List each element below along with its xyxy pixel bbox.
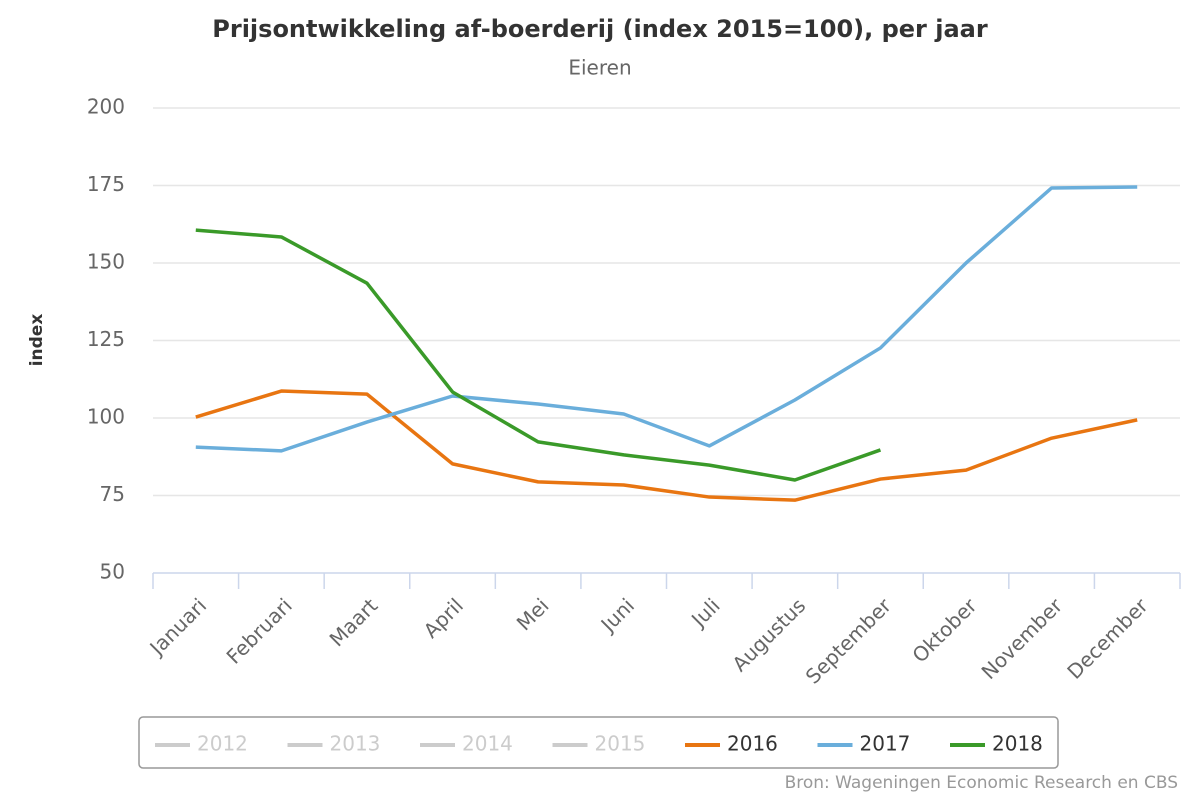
legend-box [138,716,1059,769]
x-tick-label: Augustus [728,593,811,676]
y-tick-label: 50 [100,560,125,584]
series-line [195,389,1138,502]
x-tick-label: Oktober [907,593,982,668]
y-tick-label: 150 [87,250,125,274]
chart-subtitle: Eieren [568,56,631,80]
series-line [195,228,882,482]
x-tick-label: Juni [595,593,639,637]
y-tick-label: 200 [87,95,125,119]
y-tick-label: 100 [87,405,125,429]
source: Bron: Wageningen Economic Research en CB… [785,773,1178,793]
series-line [195,185,1138,453]
legend-label[interactable]: 2017 [860,732,911,756]
x-tick-label: Juli [685,593,724,632]
y-tick-label: 75 [100,482,125,506]
legend-label[interactable]: 2013 [330,732,381,756]
x-tick-label: November [977,593,1068,684]
x-tick-label: Januari [144,593,212,661]
x-tick-label: Maart [325,593,383,651]
x-tick-label: December [1062,593,1153,684]
y-tick-label: 125 [87,327,125,351]
legend-label[interactable]: 2018 [992,732,1043,756]
x-tick-label: Mei [512,593,554,635]
x-tick-label: April [419,593,468,642]
legend-label[interactable]: 2012 [197,732,248,756]
x-tick-label: Februari [222,593,297,668]
y-axis-label: index [27,314,47,367]
y-tick-label: 175 [87,172,125,196]
chart-title: Prijsontwikkeling af-boerderij (index 20… [212,15,988,43]
x-tick-label: September [801,593,897,689]
legend-label[interactable]: 2014 [462,732,513,756]
legend-label[interactable]: 2015 [595,732,646,756]
legend-label[interactable]: 2016 [727,732,778,756]
